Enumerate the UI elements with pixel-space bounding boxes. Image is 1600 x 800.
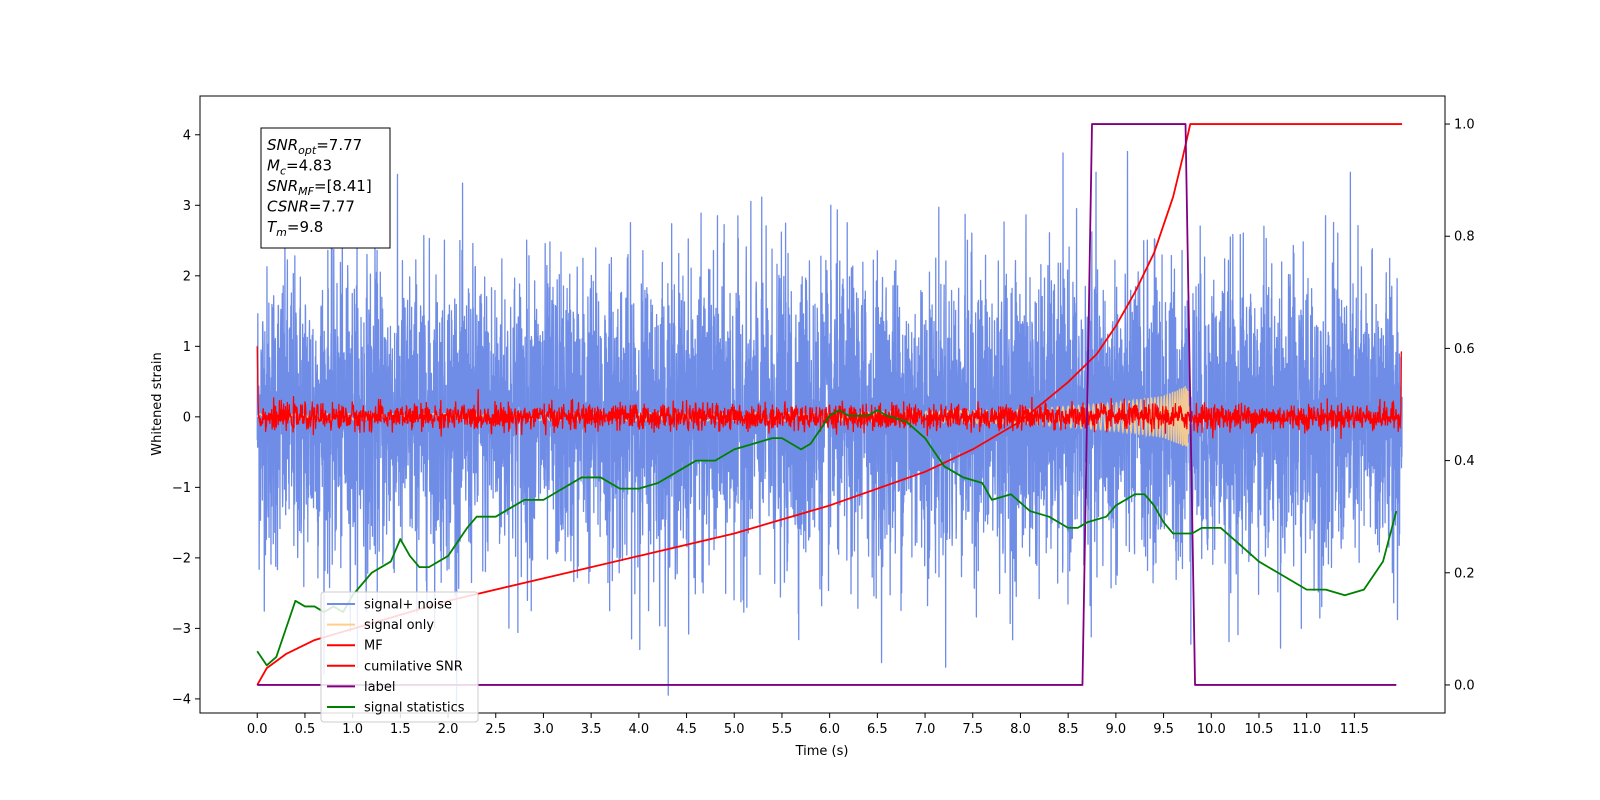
y2-tick-label: 0.8 [1454, 230, 1475, 245]
legend-label: signal statistics [364, 701, 465, 716]
series-2 [256, 346, 1403, 439]
y-axis-left: −4 −3 −2 −1 0 1 2 3 4 [172, 128, 200, 707]
y-tick-label: 2 [183, 269, 191, 284]
y-tick-label: −1 [172, 481, 191, 496]
x-axis: 0.0 0.5 1.0 1.5 2.0 2.5 3.0 3.5 4.0 4.5 5.0 5.5 6.0 6… [247, 713, 1369, 737]
x-tick-label: 7.5 [962, 722, 983, 737]
y-tick-label: −4 [172, 692, 191, 707]
y2-tick-label: 0.0 [1454, 678, 1475, 693]
y-tick-label: 3 [183, 199, 191, 214]
info-line: SNRMF=[8.41] [267, 177, 372, 198]
x-tick-label: 11.0 [1292, 722, 1321, 737]
legend-label: cumilative SNR [364, 659, 463, 674]
legend-label: MF [364, 639, 383, 654]
y-tick-label: 0 [183, 410, 191, 425]
y-axis-right: 0.0 0.2 0.4 0.6 0.8 1.0 [1445, 118, 1475, 693]
x-tick-label: 6.5 [867, 722, 888, 737]
y-axis-label: Whitened strain [150, 352, 165, 455]
series-0 [256, 150, 1403, 713]
legend-frame [320, 591, 479, 723]
x-tick-label: 10.0 [1197, 722, 1226, 737]
info-line: Mc=4.83 [267, 157, 332, 178]
y2-tick-label: 0.2 [1454, 566, 1475, 581]
x-tick-label: 10.5 [1244, 722, 1273, 737]
info-line: Tm=9.8 [267, 218, 323, 239]
y2-tick-label: 0.4 [1454, 454, 1475, 469]
x-tick-label: 11.5 [1340, 722, 1369, 737]
x-tick-label: 8.0 [1010, 722, 1031, 737]
legend-label: signal+ noise [364, 598, 452, 613]
y-tick-label: −2 [172, 551, 191, 566]
x-tick-label: 5.0 [724, 722, 745, 737]
x-axis-label: Time (s) [795, 744, 849, 759]
x-tick-label: 9.0 [1106, 722, 1127, 737]
info-line: CSNR=7.77 [267, 198, 355, 216]
series-5 [256, 409, 1398, 667]
y2-tick-label: 0.6 [1454, 342, 1475, 357]
y-tick-label: −3 [172, 622, 191, 637]
x-tick-label: 7.0 [915, 722, 936, 737]
y-tick-label: 1 [183, 340, 191, 355]
x-tick-label: 3.5 [581, 722, 602, 737]
x-tick-label: 4.0 [629, 722, 650, 737]
legend-label: label [364, 680, 395, 695]
x-tick-label: 1.0 [342, 722, 363, 737]
info-line: SNRopt=7.77 [267, 136, 362, 157]
x-tick-label: 2.0 [438, 722, 459, 737]
x-tick-label: 6.0 [819, 722, 840, 737]
x-tick-label: 3.0 [533, 722, 554, 737]
plot-frame [199, 95, 1446, 714]
info-box-frame [260, 127, 391, 249]
x-tick-label: 4.5 [676, 722, 697, 737]
x-tick-label: 5.5 [772, 722, 793, 737]
legend-label: signal only [364, 618, 434, 633]
x-tick-label: 8.5 [1058, 722, 1079, 737]
x-tick-label: 0.0 [247, 722, 268, 737]
x-tick-label: 9.5 [1153, 722, 1174, 737]
x-tick-label: 0.5 [295, 722, 316, 737]
legend: signal+ noise signal only MF cumilative SNR… [320, 591, 479, 723]
x-tick-label: 1.5 [390, 722, 411, 737]
y2-tick-label: 1.0 [1454, 118, 1475, 133]
series-4 [257, 123, 1397, 686]
y-tick-label: 4 [183, 128, 191, 143]
x-tick-label: 2.5 [485, 722, 506, 737]
